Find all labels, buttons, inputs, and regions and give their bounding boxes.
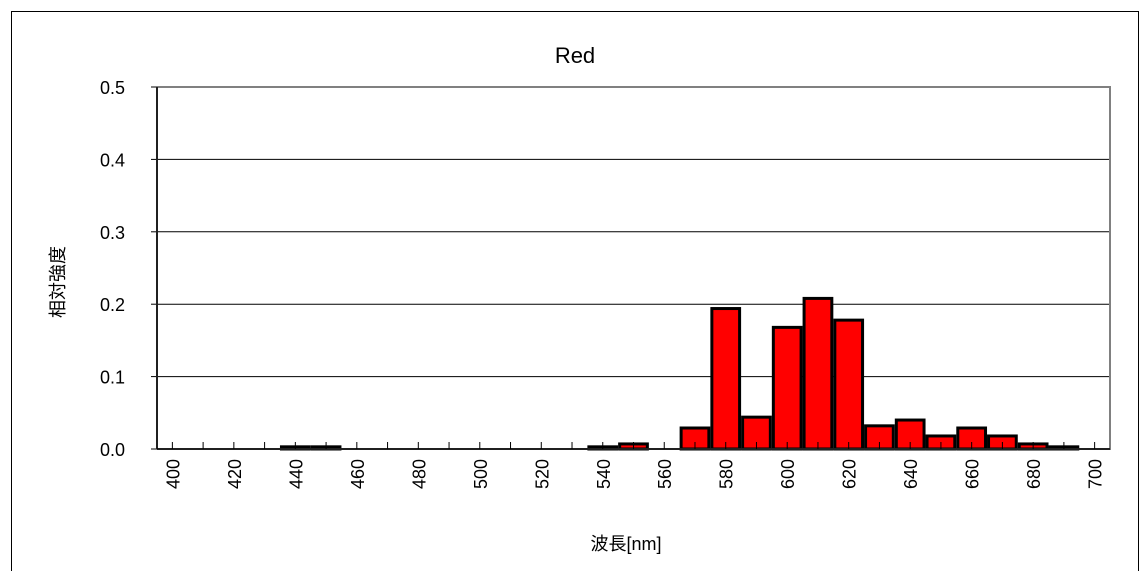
chart-frame bbox=[11, 11, 1139, 571]
x-axis-label: 波長[nm] bbox=[590, 534, 661, 554]
x-tick-label: 680 bbox=[1024, 459, 1044, 489]
x-tick-label: 700 bbox=[1086, 459, 1106, 489]
y-tick-label: 0.4 bbox=[100, 150, 125, 170]
x-tick-label: 400 bbox=[163, 459, 183, 489]
bars bbox=[279, 296, 1080, 451]
x-tick-label: 580 bbox=[717, 459, 737, 489]
x-tick-labels: 400 420 440 460 480 500 520 540 560 580 600 620 640 6… bbox=[163, 459, 1105, 489]
bar bbox=[833, 318, 865, 451]
y-tick-labels: 0.0 0.1 0.2 0.3 0.4 0.5 bbox=[100, 78, 125, 460]
gridlines bbox=[157, 86, 1110, 378]
bar bbox=[802, 296, 834, 451]
y-tick-label: 0.1 bbox=[100, 368, 125, 388]
plot-area-border bbox=[156, 86, 1111, 450]
x-tick-label: 640 bbox=[901, 459, 921, 489]
bar bbox=[710, 307, 742, 451]
x-tick-label: 660 bbox=[963, 459, 983, 489]
y-tick-label: 0.2 bbox=[100, 295, 125, 315]
x-tick-label: 600 bbox=[778, 459, 798, 489]
x-tick-label: 460 bbox=[348, 459, 368, 489]
bar bbox=[771, 325, 803, 451]
axes bbox=[151, 86, 1111, 450]
x-tick-label: 620 bbox=[840, 459, 860, 489]
x-tick-label: 420 bbox=[225, 459, 245, 489]
x-tick-label: 480 bbox=[409, 459, 429, 489]
y-tick-label: 0.0 bbox=[100, 440, 125, 460]
x-tick-label: 560 bbox=[655, 459, 675, 489]
chart-title: Red bbox=[555, 43, 595, 68]
x-tick-label: 520 bbox=[532, 459, 552, 489]
x-tick-label: 500 bbox=[471, 459, 491, 489]
y-axis-label: 相対強度 bbox=[48, 246, 68, 318]
x-tick-label: 540 bbox=[594, 459, 614, 489]
y-tick-label: 0.3 bbox=[100, 223, 125, 243]
x-tick-label: 440 bbox=[286, 459, 306, 489]
y-tick-label: 0.5 bbox=[100, 78, 125, 98]
